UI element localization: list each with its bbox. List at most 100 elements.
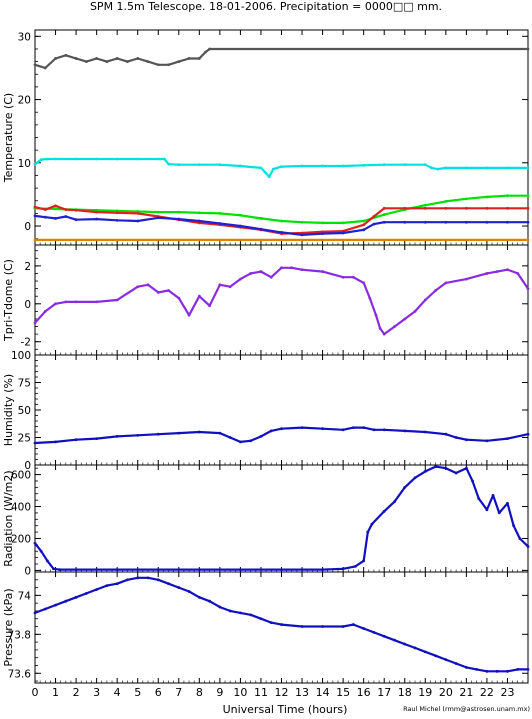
data-point [444,166,448,170]
data-point [84,592,88,595]
data-point [506,437,509,440]
data-point [341,428,345,432]
data-point [374,313,378,317]
data-point [354,565,357,568]
data-point [197,163,201,167]
data-point [239,164,242,168]
x-tick-label: 17 [377,686,391,699]
data-point [167,63,170,67]
credit-text: Raul Michel (rmm@astrosen.unam.mx) [403,705,530,713]
data-point [239,224,242,228]
x-tick-label: 21 [459,686,473,699]
data-point [423,430,427,434]
x-tick-label: 22 [480,686,494,699]
data-point [382,428,386,432]
data-point [271,167,275,171]
data-point [64,215,68,218]
data-point [526,667,530,671]
y-tick-label: 73.8 [8,629,31,641]
data-point [43,215,47,219]
data-point [136,157,140,161]
data-point [321,164,324,168]
data-point [84,60,88,64]
data-point [54,302,57,306]
x-tick-label: 4 [114,686,121,699]
data-point [413,309,417,313]
x-tick-label: 12 [275,686,289,699]
data-point [362,163,366,167]
data-point [526,206,530,210]
data-point [378,327,382,330]
y-tick-label: 20 [18,95,31,107]
y-tick-label: 74 [18,590,32,602]
data-point [156,432,160,436]
data-point [146,60,150,64]
data-point [372,222,376,226]
y-tick-label: 100 [11,350,31,362]
data-point [177,210,181,214]
data-point [300,625,304,628]
data-point [74,57,78,60]
data-point [228,285,232,289]
data-point [341,625,345,628]
data-point [74,568,78,572]
y-tick-label: 600 [11,470,31,482]
data-point [526,47,530,51]
series-line-1 [34,157,528,178]
data-point [526,238,530,242]
data-point [382,206,386,210]
data-point [177,586,181,589]
data-point [95,57,99,60]
data-point [187,57,191,60]
data-point [430,166,433,170]
data-point [167,582,170,586]
data-point [300,233,304,237]
x-tick-label: 15 [336,686,350,699]
series-line-0 [34,576,528,673]
data-point [259,617,263,621]
data-point [218,431,222,435]
data-point [39,158,43,162]
data-point [239,568,242,572]
data-point [177,163,181,167]
x-tick-label: 20 [439,686,453,699]
data-point [33,63,37,67]
data-point [95,437,99,440]
y-tick-label: 25 [18,433,31,445]
data-point [351,426,355,429]
x-tick-label: 7 [175,686,182,699]
data-point [58,568,62,572]
data-point [506,206,509,210]
data-point [156,216,160,220]
data-point [454,436,458,439]
data-point [485,439,489,443]
data-point [74,300,78,304]
data-point [115,298,119,302]
data-point [300,220,304,224]
data-point [423,298,427,302]
data-point [506,669,509,673]
data-point [341,567,345,571]
data-point [434,654,437,658]
data-point [126,60,129,64]
data-point [506,220,509,224]
data-point [280,623,283,626]
data-point [341,275,345,279]
data-point [280,219,283,223]
data-point [491,493,495,497]
data-point [362,223,366,227]
data-point [74,208,78,212]
data-point [146,283,150,287]
data-point [239,277,242,281]
data-point [115,582,119,586]
data-point [146,576,150,580]
data-point [280,427,283,431]
y-tick-label: 200 [11,533,31,545]
data-point [64,53,68,57]
data-point [54,440,57,444]
data-point [423,220,427,224]
panel-2: 0 25 50 75 100 Humidity (%) [2,350,530,472]
data-point [136,576,140,580]
data-point [218,211,222,215]
data-point [95,157,99,161]
